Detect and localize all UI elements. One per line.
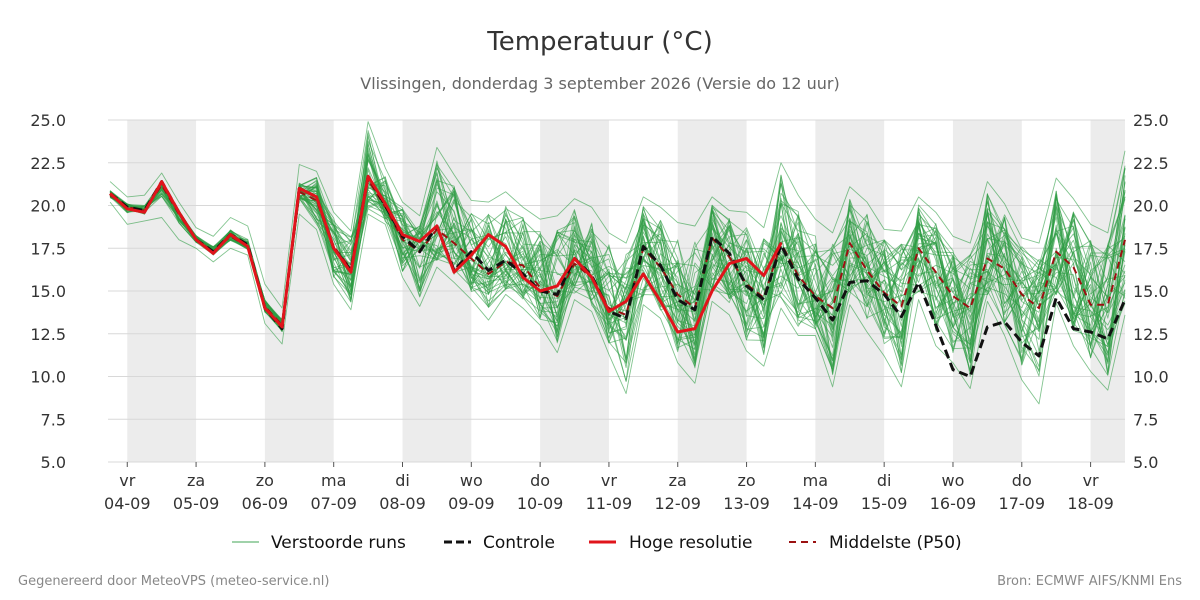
x-tick-date: 13-09 (723, 494, 770, 513)
main-series (109, 174, 1127, 378)
footer-source: Bron: ECMWF AIFS/KNMI Ens (997, 574, 1182, 589)
x-tick-weekday: ma (803, 471, 828, 490)
y-tick-label-left: 25.0 (30, 111, 66, 130)
y-tick-label-right: 15.0 (1133, 282, 1169, 301)
x-tick-date: 16-09 (930, 494, 977, 513)
x-tick-date: 17-09 (999, 494, 1046, 513)
legend-label-controle: Controle (483, 533, 555, 553)
y-tick-label-right: 22.5 (1133, 154, 1169, 173)
x-tick-weekday: vr (119, 471, 135, 490)
x-tick-date: 05-09 (173, 494, 220, 513)
x-tick-date: 14-09 (792, 494, 839, 513)
y-axis-right: 5.0 7.5 10.0 12.5 15.0 17.5 20.0 22.5 25.0 (1133, 111, 1169, 472)
y-tick-label-left: 10.0 (30, 368, 66, 387)
x-tick-weekday: ma (321, 471, 346, 490)
x-tick-date: 18-09 (1067, 494, 1114, 513)
x-tick-weekday: do (1012, 471, 1032, 490)
x-tick-weekday: vr (601, 471, 617, 490)
x-tick-weekday: zo (737, 471, 755, 490)
footer-generated: Gegenereerd door MeteoVPS (meteo-service… (18, 574, 329, 589)
x-tick-weekday: wo (942, 471, 965, 490)
y-tick-label-left: 15.0 (30, 282, 66, 301)
x-tick-weekday: di (395, 471, 410, 490)
x-tick-date: 08-09 (379, 494, 426, 513)
ensemble-run-line (109, 175, 1126, 372)
hoge-resolutie-line (109, 174, 783, 334)
y-tick-label-left: 12.5 (30, 325, 66, 344)
x-tick-weekday: zo (256, 471, 274, 490)
y-tick-label-left: 20.0 (30, 197, 66, 216)
chart-subtitle: Vlissingen, donderdag 3 september 2026 (… (360, 74, 839, 93)
x-tick-date: 12-09 (654, 494, 701, 513)
chart-title: Temperatuur (°C) (486, 27, 712, 57)
x-axis: vr 04-09 za 05-09 zo 06-09 ma 07-09 di 08-09 wo 09-… (104, 462, 1114, 513)
x-tick-date: 11-09 (586, 494, 633, 513)
legend-label-hoge-resolutie: Hoge resolutie (629, 533, 753, 553)
x-tick-weekday: wo (460, 471, 483, 490)
ensemble-run-line (109, 171, 1126, 361)
legend-item-ensemble: Verstoorde runs (232, 533, 406, 553)
legend-item-hoge-resolutie: Hoge resolutie (589, 533, 753, 553)
ensemble-run-line (109, 201, 1126, 405)
x-tick-date: 07-09 (310, 494, 357, 513)
x-tick-date: 04-09 (104, 494, 151, 513)
y-tick-label-right: 17.5 (1133, 239, 1169, 258)
y-tick-label-right: 7.5 (1133, 410, 1158, 429)
ensemble-run-line (109, 121, 1126, 309)
legend-item-controle: Controle (444, 533, 555, 553)
legend-label-p50: Middelste (P50) (829, 533, 962, 553)
y-tick-label-left: 17.5 (30, 239, 66, 258)
x-tick-weekday: za (187, 471, 205, 490)
x-tick-weekday: za (669, 471, 687, 490)
y-tick-label-right: 25.0 (1133, 111, 1169, 130)
legend-item-p50: Middelste (P50) (789, 533, 962, 553)
x-tick-date: 10-09 (517, 494, 564, 513)
y-tick-label-left: 7.5 (41, 410, 66, 429)
y-tick-label-right: 10.0 (1133, 368, 1169, 387)
legend: Verstoorde runs Controle Hoge resolutie … (232, 533, 962, 553)
x-tick-weekday: di (877, 471, 892, 490)
x-tick-weekday: vr (1083, 471, 1099, 490)
controle-line (109, 174, 1127, 378)
y-tick-label-left: 5.0 (41, 453, 66, 472)
y-axis-left: 5.0 7.5 10.0 12.5 15.0 17.5 20.0 22.5 25.0 (30, 111, 66, 472)
y-tick-label-right: 12.5 (1133, 325, 1169, 344)
y-tick-label-left: 22.5 (30, 154, 66, 173)
legend-label-ensemble: Verstoorde runs (271, 533, 406, 553)
y-tick-label-right: 20.0 (1133, 197, 1169, 216)
x-tick-date: 09-09 (448, 494, 495, 513)
x-tick-date: 06-09 (242, 494, 289, 513)
x-tick-weekday: do (530, 471, 550, 490)
y-tick-label-right: 5.0 (1133, 453, 1158, 472)
x-tick-date: 15-09 (861, 494, 908, 513)
